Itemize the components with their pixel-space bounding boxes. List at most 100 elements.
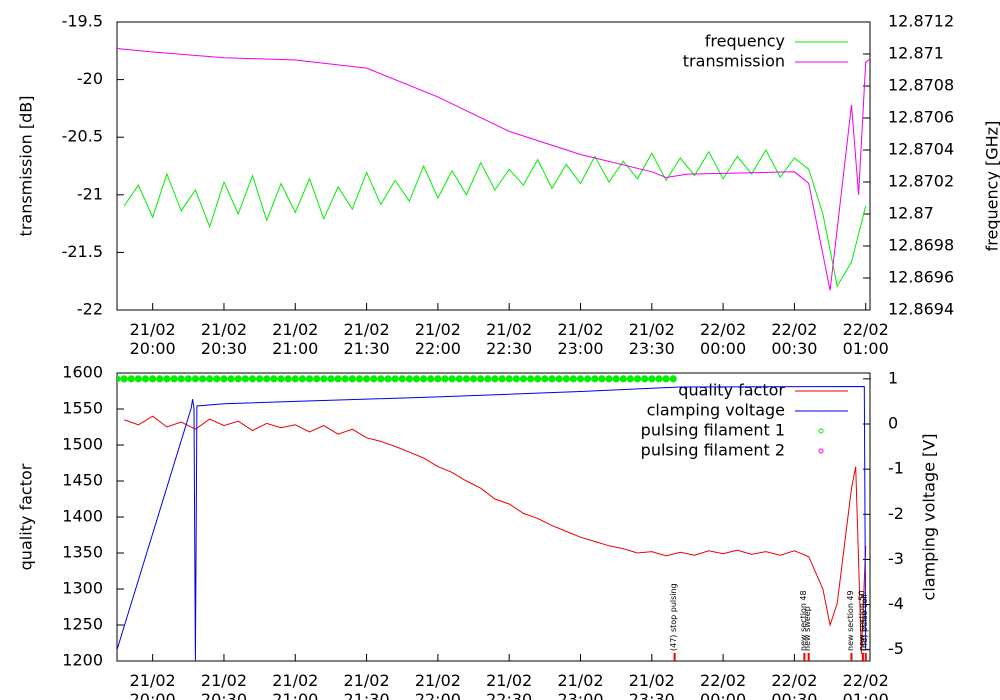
legend-marker (818, 448, 824, 454)
x-tick-label: 21/02 22:00 (415, 671, 461, 700)
x-tick-label: 21/02 20:00 (130, 671, 176, 700)
y2-tick-label: 0 (888, 414, 898, 433)
x-tick-label: 22/02 01:00 (843, 671, 889, 700)
point (541, 375, 549, 383)
point (362, 375, 371, 383)
point (569, 375, 577, 383)
point (505, 375, 513, 383)
point (206, 375, 214, 383)
point (348, 375, 356, 383)
x-tick-label: 21/02 21:00 (272, 320, 318, 358)
y2-tick-label: -1 (888, 459, 904, 478)
point (320, 375, 328, 383)
point (562, 375, 570, 383)
series-line (123, 148, 867, 288)
point (448, 375, 456, 383)
point (626, 375, 635, 383)
y2-tick-label: 1 (888, 368, 898, 387)
y-tick-label: 1250 (62, 615, 103, 634)
legend-label: quality factor (678, 381, 785, 400)
point (598, 375, 606, 383)
point (512, 375, 520, 383)
x-tick-label: 21/02 21:30 (344, 671, 390, 700)
point (469, 375, 478, 383)
point (327, 375, 335, 383)
point (117, 375, 121, 383)
point (263, 375, 271, 383)
point (355, 375, 364, 383)
point (455, 375, 463, 383)
point (170, 375, 178, 383)
point (241, 375, 249, 383)
point (256, 375, 264, 383)
point (156, 375, 164, 383)
point (341, 375, 349, 383)
y2-tick-label: -3 (888, 549, 904, 568)
point (398, 375, 406, 383)
point (576, 375, 585, 383)
x-tick-label: 21/02 21:00 (272, 671, 318, 700)
point (519, 375, 528, 383)
point (441, 375, 449, 383)
x-tick-label: 21/02 22:00 (415, 320, 461, 358)
point (227, 375, 235, 383)
point (149, 375, 157, 383)
series-line (117, 385, 867, 661)
y2-axis-label: frequency [GHz] (983, 121, 1000, 252)
point (313, 375, 321, 383)
point (370, 375, 378, 383)
y-tick-label: 1300 (62, 579, 103, 598)
y-tick-label: 1450 (62, 471, 103, 490)
legend-label: transmission (683, 52, 785, 71)
x-tick-label: 21/02 23:30 (629, 320, 675, 358)
point (120, 375, 128, 383)
legend-label: frequency (705, 32, 785, 51)
x-tick-label: 21/02 20:30 (201, 320, 247, 358)
point (184, 375, 192, 383)
point (648, 375, 656, 383)
x-tick-label: 22/02 01:00 (843, 320, 889, 358)
point (655, 375, 663, 383)
point (641, 375, 649, 383)
legend-marker (818, 428, 824, 434)
point (591, 375, 599, 383)
point (633, 375, 642, 383)
y2-tick-label: -5 (888, 639, 904, 658)
y-axis-label: transmission [dB] (17, 96, 36, 237)
y2-tick-label: 12.871 (888, 44, 944, 63)
point (412, 375, 421, 383)
point (534, 375, 542, 383)
point (420, 375, 428, 383)
point (298, 375, 306, 383)
annotation: new section 48 (799, 590, 808, 651)
point (391, 375, 399, 383)
x-tick-label: 22/02 00:30 (771, 671, 817, 700)
point (605, 375, 613, 383)
legend-label: pulsing filament 1 (641, 421, 785, 440)
point (584, 375, 592, 383)
point (619, 375, 627, 383)
x-tick-label: 22/02 00:00 (700, 320, 746, 358)
point (177, 375, 185, 383)
point (548, 375, 556, 383)
legend-label: pulsing filament 2 (641, 441, 785, 460)
y2-tick-label: -4 (888, 594, 904, 613)
y2-tick-label: -2 (888, 504, 904, 523)
point (134, 375, 142, 383)
series-line (117, 48, 870, 291)
x-tick-label: 21/02 22:30 (486, 320, 532, 358)
x-tick-label: 21/02 20:00 (130, 320, 176, 358)
y2-tick-label: 12.8694 (888, 300, 954, 319)
y-tick-label: 1350 (62, 543, 103, 562)
y-tick-label: 1400 (62, 507, 103, 526)
point (277, 375, 285, 383)
plot-frame (116, 21, 871, 311)
annotation: new section 49 (846, 590, 855, 651)
x-tick-label: 21/02 23:00 (557, 320, 603, 358)
annotation: (47) stop pulsing (669, 583, 678, 651)
point (662, 375, 670, 383)
point (477, 375, 485, 383)
point (491, 375, 499, 383)
y-tick-label: 1600 (62, 363, 103, 382)
x-tick-label: 21/02 22:30 (486, 671, 532, 700)
